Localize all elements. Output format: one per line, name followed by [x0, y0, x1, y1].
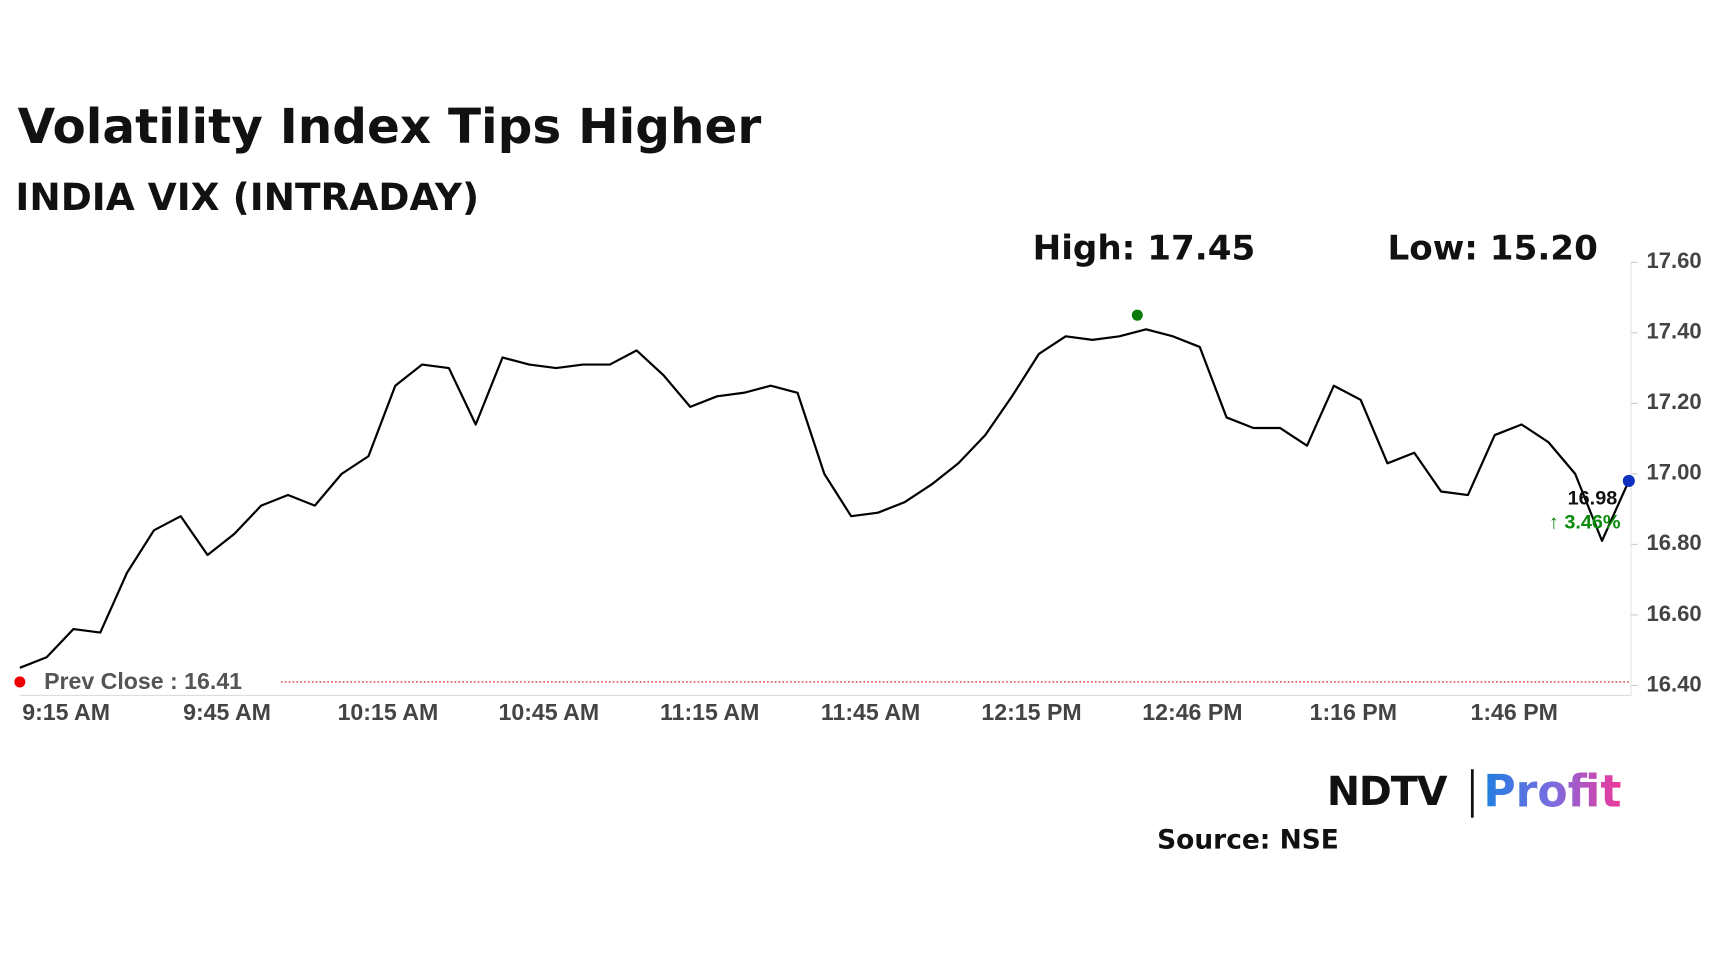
prev-close-label: Prev Close : 16.41	[44, 668, 242, 694]
x-tick-label: 1:16 PM	[1310, 699, 1397, 725]
high-label: High: 17.45	[1033, 229, 1256, 269]
x-tick-label: 9:15 AM	[22, 699, 110, 725]
x-tick-label: 12:15 PM	[981, 699, 1081, 725]
y-tick-label: 16.60	[1646, 601, 1701, 626]
price-line	[19, 328, 1630, 669]
x-tick-label: 9:45 AM	[183, 699, 271, 725]
y-tick-label: 17.40	[1646, 319, 1701, 344]
y-tick-label: 17.60	[1646, 248, 1701, 273]
x-tick-label: 10:15 AM	[338, 699, 439, 725]
prev-close-dot	[14, 676, 26, 688]
chart-title: Volatility Index Tips Higher	[18, 99, 762, 155]
y-tick-label: 16.80	[1646, 530, 1701, 555]
x-tick-label: 12:46 PM	[1142, 699, 1242, 725]
last-dot	[1622, 474, 1635, 487]
last-value: 16.98	[1568, 487, 1618, 509]
low-label: Low: 15.20	[1387, 229, 1597, 269]
x-tick-label: 10:45 AM	[498, 699, 599, 725]
chart-subtitle: INDIA VIX (INTRADAY)	[15, 175, 479, 219]
y-tick-label: 17.20	[1646, 389, 1701, 414]
x-tick-label: 11:45 AM	[821, 699, 920, 725]
high-dot	[1131, 309, 1143, 321]
change-label: ↑ 3.46%	[1549, 512, 1621, 534]
source: Source: NSE	[1157, 824, 1339, 855]
plot: 16.40 16.60 16.80 17.00 17.20 17.40 17.60 9:15 …	[14, 248, 1702, 725]
y-tick-label: 17.00	[1646, 460, 1701, 485]
x-tick-label: 1:46 PM	[1471, 699, 1558, 725]
x-tick-label: 11:15 AM	[660, 699, 759, 725]
logo-brand: NDTV	[1327, 769, 1448, 815]
logo-product: Profit	[1483, 767, 1621, 818]
y-tick-label: 16.40	[1646, 671, 1701, 696]
